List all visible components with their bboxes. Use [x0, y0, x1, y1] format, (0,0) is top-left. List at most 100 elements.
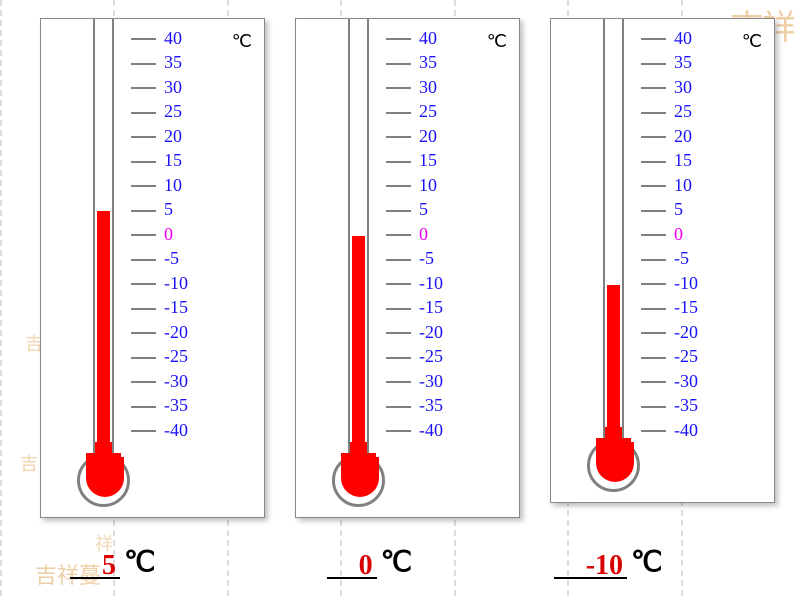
tick-mark	[641, 38, 666, 40]
tick-label: 40	[419, 28, 437, 49]
tick-mark	[386, 259, 411, 261]
tick-label: 0	[164, 224, 173, 245]
tick-mark	[641, 210, 666, 212]
tick-label: 5	[419, 199, 428, 220]
tick-mark	[386, 136, 411, 138]
tick-label: 30	[419, 77, 437, 98]
tick-mark	[386, 308, 411, 310]
tick-mark	[131, 406, 156, 408]
tick-label: 10	[164, 175, 182, 196]
tick-label: 25	[674, 101, 692, 122]
tick-mark	[386, 210, 411, 212]
tick-mark	[131, 112, 156, 114]
tick-mark	[641, 259, 666, 261]
tick-label: -25	[164, 346, 188, 367]
answer: 5℃	[40, 545, 287, 579]
tick-label: -30	[419, 371, 443, 392]
tick-label: -35	[419, 395, 443, 416]
tick-mark	[386, 112, 411, 114]
tick-mark	[386, 234, 411, 236]
tick-mark	[386, 381, 411, 383]
answer-unit: ℃	[631, 547, 662, 578]
answer: -10℃	[534, 545, 780, 579]
tick-label: -10	[674, 273, 698, 294]
answer-value: 5	[98, 553, 120, 579]
thermometer-tube	[348, 19, 369, 457]
tick-mark	[641, 112, 666, 114]
tick-mark	[641, 381, 666, 383]
tick-label: 35	[674, 52, 692, 73]
tick-mark	[386, 357, 411, 359]
tick-label: -5	[164, 248, 179, 269]
tick-mark	[131, 161, 156, 163]
tick-label: -5	[674, 248, 689, 269]
tick-mark	[131, 63, 156, 65]
thermometer	[591, 19, 636, 502]
tick-mark	[131, 283, 156, 285]
unit-label: ℃	[232, 31, 252, 52]
answer-value: 0	[355, 553, 377, 579]
tick-mark	[641, 87, 666, 89]
tick-mark	[386, 430, 411, 432]
tick-label: -15	[164, 297, 188, 318]
tick-label: -40	[419, 420, 443, 441]
tick-label: -35	[674, 395, 698, 416]
answer-blank	[554, 553, 582, 579]
tick-mark	[641, 161, 666, 163]
watermark-stamp: 吉	[20, 450, 38, 476]
answer-value: -10	[582, 553, 627, 579]
tick-label: 15	[419, 150, 437, 171]
thermometer-panels: ℃ 40 35 30 25 20 15 10 5 0 -5 -10 -15 -20 -25 -30 -35 -40…	[40, 18, 775, 518]
tick-mark	[131, 357, 156, 359]
tick-label: 20	[419, 126, 437, 147]
tick-label: -40	[164, 420, 188, 441]
thermometer-tube	[93, 19, 114, 457]
tick-label: 0	[419, 224, 428, 245]
tick-label: 5	[164, 199, 173, 220]
tick-mark	[386, 38, 411, 40]
tick-label: -35	[164, 395, 188, 416]
answer-unit: ℃	[381, 547, 412, 578]
answer-unit: ℃	[124, 547, 155, 578]
tick-label: -25	[674, 346, 698, 367]
tick-label: 40	[164, 28, 182, 49]
tick-mark	[641, 234, 666, 236]
tick-mark	[641, 185, 666, 187]
thermometer-liquid	[352, 236, 365, 457]
tick-mark	[131, 381, 156, 383]
tick-label: -15	[674, 297, 698, 318]
thermometer-liquid	[607, 285, 620, 442]
unit-label: ℃	[742, 31, 762, 52]
thermometer-panel: ℃4035302520151050-5-10-15-20-25-30-35-40	[40, 18, 265, 518]
thermometer	[81, 19, 126, 517]
tick-mark	[641, 430, 666, 432]
tick-label: 5	[674, 199, 683, 220]
thermometer-bulb	[332, 454, 385, 507]
tick-label: 35	[419, 52, 437, 73]
tick-label: -40	[674, 420, 698, 441]
tick-label: 35	[164, 52, 182, 73]
tick-label: -5	[419, 248, 434, 269]
tick-mark	[386, 87, 411, 89]
tick-mark	[131, 308, 156, 310]
tick-mark	[641, 136, 666, 138]
thermometer	[336, 19, 381, 517]
thermometer-panel: ℃4035302520151050-5-10-15-20-25-30-35-40	[295, 18, 520, 518]
tick-mark	[131, 332, 156, 334]
tick-label: -20	[164, 322, 188, 343]
thermometer-bulb	[77, 454, 130, 507]
tick-mark	[386, 185, 411, 187]
tick-mark	[386, 283, 411, 285]
tick-label: -20	[419, 322, 443, 343]
thermometer-liquid	[97, 211, 110, 457]
tick-label: -10	[164, 273, 188, 294]
tick-mark	[131, 259, 156, 261]
tick-label: 10	[419, 175, 437, 196]
tick-mark	[386, 332, 411, 334]
unit-label: ℃	[487, 31, 507, 52]
tick-mark	[131, 38, 156, 40]
tick-label: 40	[674, 28, 692, 49]
tick-label: 15	[164, 150, 182, 171]
tick-label: 10	[674, 175, 692, 196]
tick-label: -10	[419, 273, 443, 294]
